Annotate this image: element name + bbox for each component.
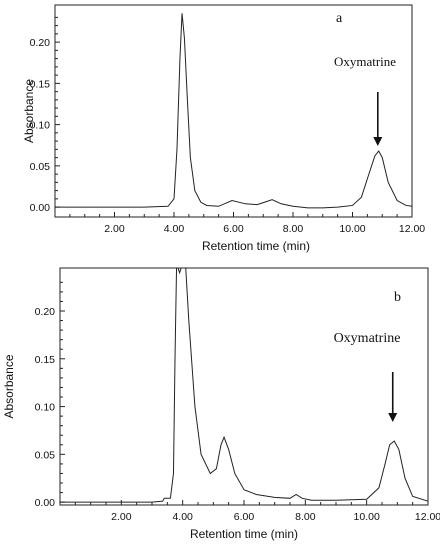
plot-frame-a	[54, 4, 413, 218]
y-tick-label-a: 0.15	[30, 78, 51, 90]
y-tick-label-a: 0.10	[30, 120, 51, 132]
y-tick-label-b: 0.15	[35, 354, 56, 366]
chart-panel-b: 2.00 4.00 6.00 8.00 10.00 12.00 0.00 0.05 0.10 0.…	[2, 267, 440, 541]
x-tick-label-a: 4.00	[164, 223, 185, 235]
x-axis-title-a: Retention time (min)	[202, 239, 310, 253]
y-axis-title-a: Absorbance	[22, 79, 36, 143]
x-tick-label-a: 8.00	[283, 223, 304, 235]
x-tick-label-b: 10.00	[354, 511, 380, 523]
panel-label-a: a	[336, 11, 343, 26]
chart-panel-a: 2.00 4.00 6.00 8.00 10.00 12.00 0.00 0.05 0.10 0.…	[22, 4, 425, 253]
oxymatrine-label-b: Oxymatrine	[334, 331, 401, 346]
x-tick-label-b: 6.00	[234, 511, 255, 523]
chromatogram-trace-b	[60, 267, 429, 503]
y-tick-label-b: 0.20	[35, 306, 56, 318]
x-tick-label-a: 2.00	[104, 223, 125, 235]
y-tick-label-a: 0.05	[30, 161, 51, 173]
plot-frame-b	[59, 267, 429, 506]
oxymatrine-arrow-b	[388, 372, 398, 422]
y-axis-title-b: Absorbance	[2, 354, 16, 418]
x-tick-label-a: 10.00	[339, 223, 365, 235]
y-tick-label-b: 0.05	[35, 449, 56, 461]
x-axis-title-b: Retention time (min)	[190, 527, 298, 541]
x-tick-label-a: 12.00	[399, 223, 425, 235]
y-tick-label-a: 0.20	[30, 37, 51, 49]
y-tick-label-b: 0.10	[35, 402, 56, 414]
x-tick-label-a: 6.00	[223, 223, 244, 235]
y-tick-label-b: 0.00	[35, 497, 56, 509]
x-tick-label-b: 4.00	[172, 511, 193, 523]
x-tick-label-b: 12.00	[415, 511, 440, 523]
x-tick-label-b: 8.00	[295, 511, 316, 523]
y-tick-label-a: 0.00	[30, 202, 51, 214]
panel-label-b: b	[394, 290, 401, 305]
axis-ticks-a: 2.00 4.00 6.00 8.00 10.00 12.00 0.00 0.05 0.10 0.…	[30, 16, 425, 235]
chromatogram-trace-a	[55, 13, 413, 209]
oxymatrine-label-a: Oxymatrine	[334, 54, 396, 69]
x-tick-label-b: 2.00	[111, 511, 132, 523]
oxymatrine-arrow-a	[373, 92, 383, 146]
axis-ticks-b: 2.00 4.00 6.00 8.00 10.00 12.00 0.00 0.05 0.10 0.…	[35, 281, 440, 523]
